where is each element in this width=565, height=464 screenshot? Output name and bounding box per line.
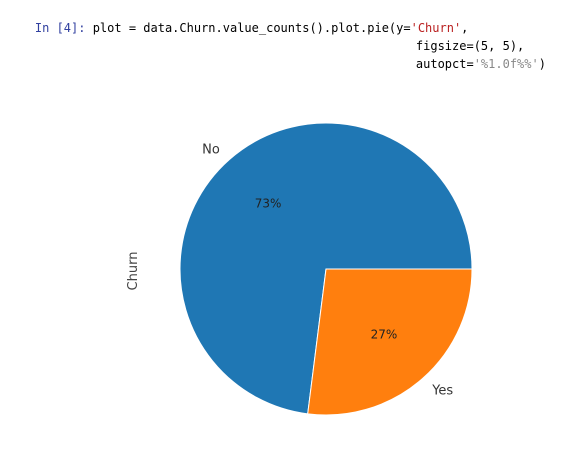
pie-slice-no [179,122,473,415]
pie-chart-output: No 73% Yes 27% Churn [0,70,565,460]
code-line-1: In [4]: plot = data.Churn.value_counts()… [6,6,469,51]
code-line-3-string: '%1.0f%%' [473,57,539,71]
y-axis-label: Churn [126,252,141,291]
code-line-1-end: , [461,21,469,35]
pie-chart: No 73% Yes 27% Churn [126,122,473,416]
code-line-2: figsize=(5, 5), [387,24,524,69]
pct-label-no: 73% [255,196,282,210]
code-line-1-string: 'Churn' [410,21,462,35]
pie-slice-yes [307,268,473,416]
code-line-2-code: figsize=(5, 5), [415,39,525,53]
cell-prompt: In [4]: [34,21,86,35]
pct-label-yes: 27% [371,328,398,342]
code-line-3: autopct='%1.0f%%') [387,42,546,87]
pie-slices [179,122,473,416]
code-line-3-code: autopct= [415,57,474,71]
code-line-1-code: plot = data.Churn.value_counts().plot.pi… [85,21,411,35]
category-label-no: No [202,143,220,158]
code-line-3-end: ) [538,57,546,71]
category-label-yes: Yes [431,383,453,398]
code-cell-input[interactable]: In [4]: plot = data.Churn.value_counts()… [6,6,558,71]
pie-labels: No 73% Yes 27% [202,143,453,399]
